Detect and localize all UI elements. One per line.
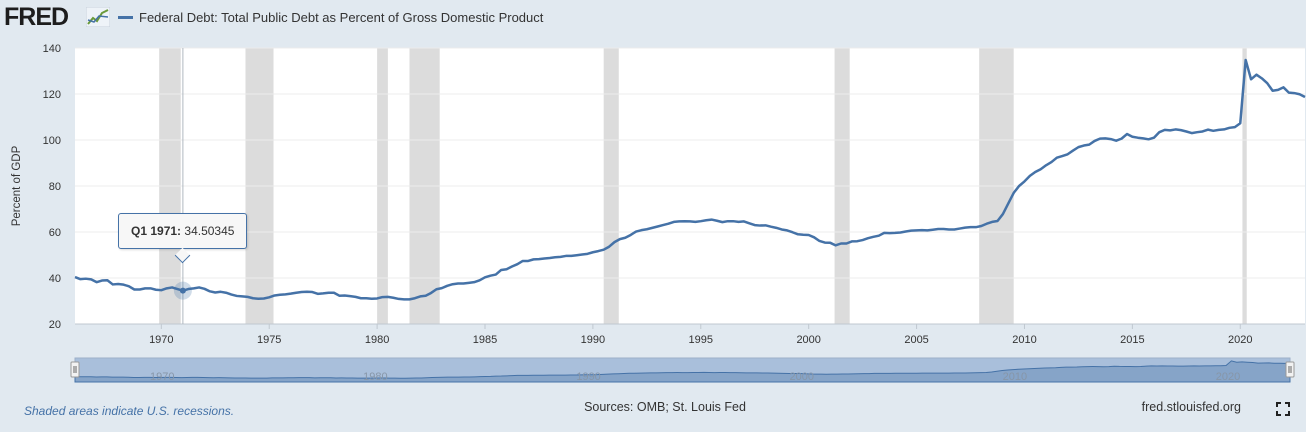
x-tick-label: 1990 bbox=[581, 334, 605, 346]
navigator: 1970 1980 1990 2000 2010 2020 bbox=[70, 357, 1295, 383]
y-tick-label: 100 bbox=[43, 135, 61, 147]
y-tick-label: 120 bbox=[43, 89, 61, 101]
legend-series-title[interactable]: Federal Debt: Total Public Debt as Perce… bbox=[139, 10, 544, 25]
recession-note: Shaded areas indicate U.S. recessions. bbox=[24, 404, 235, 418]
y-tick-label: 140 bbox=[43, 43, 61, 55]
navigator-tick-label: 2020 bbox=[1216, 371, 1240, 383]
x-tick-label: 1985 bbox=[473, 334, 497, 346]
sources-text: Sources: OMB; St. Louis Fed bbox=[584, 400, 746, 414]
navigator-tick-label: 2000 bbox=[789, 371, 813, 383]
x-tick-label: 1995 bbox=[689, 334, 713, 346]
navigator-series bbox=[74, 360, 1291, 383]
navigator-tick-label: 2010 bbox=[1003, 371, 1027, 383]
fred-logo[interactable]: FRED bbox=[4, 3, 69, 31]
x-tick-label: 1970 bbox=[149, 334, 173, 346]
y-tick-label: 60 bbox=[49, 227, 61, 239]
y-tick-label: 20 bbox=[49, 319, 61, 331]
navigator-tick-label: 1990 bbox=[576, 371, 600, 383]
x-tick-label: 2020 bbox=[1228, 334, 1252, 346]
chart-area[interactable]: 140 120 100 80 60 40 20 1970 1975 1980 1985 1990 199… bbox=[0, 36, 1306, 396]
x-tick-label: 2010 bbox=[1012, 334, 1036, 346]
y-axis-label: Percent of GDP bbox=[11, 145, 23, 226]
tooltip: Q1 1971: 34.50345 bbox=[118, 213, 248, 249]
legend-swatch bbox=[118, 16, 133, 19]
site-link[interactable]: fred.stlouisfed.org bbox=[1141, 400, 1241, 414]
series-line bbox=[74, 58, 1306, 301]
plot-group: 140 120 100 80 60 40 20 1970 1975 1980 1985 1990 199… bbox=[11, 43, 1306, 346]
y-tick-label: 40 bbox=[49, 273, 61, 285]
x-tick-label: 2005 bbox=[904, 334, 928, 346]
fullscreen-icon[interactable] bbox=[1276, 402, 1290, 416]
x-tick-label: 1980 bbox=[365, 334, 389, 346]
navigator-tick-label: 1970 bbox=[150, 371, 174, 383]
tooltip-value: 34.50345 bbox=[184, 224, 235, 238]
x-tick-label: 1975 bbox=[257, 334, 281, 346]
tooltip-period: Q1 1971 bbox=[131, 224, 178, 238]
fred-line-chart-icon bbox=[86, 7, 110, 27]
chart-header: FRED Federal Debt: Total Public Debt as … bbox=[0, 0, 1306, 36]
navigator-handle[interactable] bbox=[70, 361, 80, 378]
y-tick-label: 80 bbox=[49, 181, 61, 193]
navigator-tick-label: 1980 bbox=[363, 371, 387, 383]
x-tick-label: 2000 bbox=[796, 334, 820, 346]
tooltip-colon: : bbox=[177, 224, 182, 238]
x-tick-label: 2015 bbox=[1120, 334, 1144, 346]
hover-point bbox=[179, 287, 186, 294]
navigator-handle[interactable] bbox=[1285, 361, 1295, 378]
